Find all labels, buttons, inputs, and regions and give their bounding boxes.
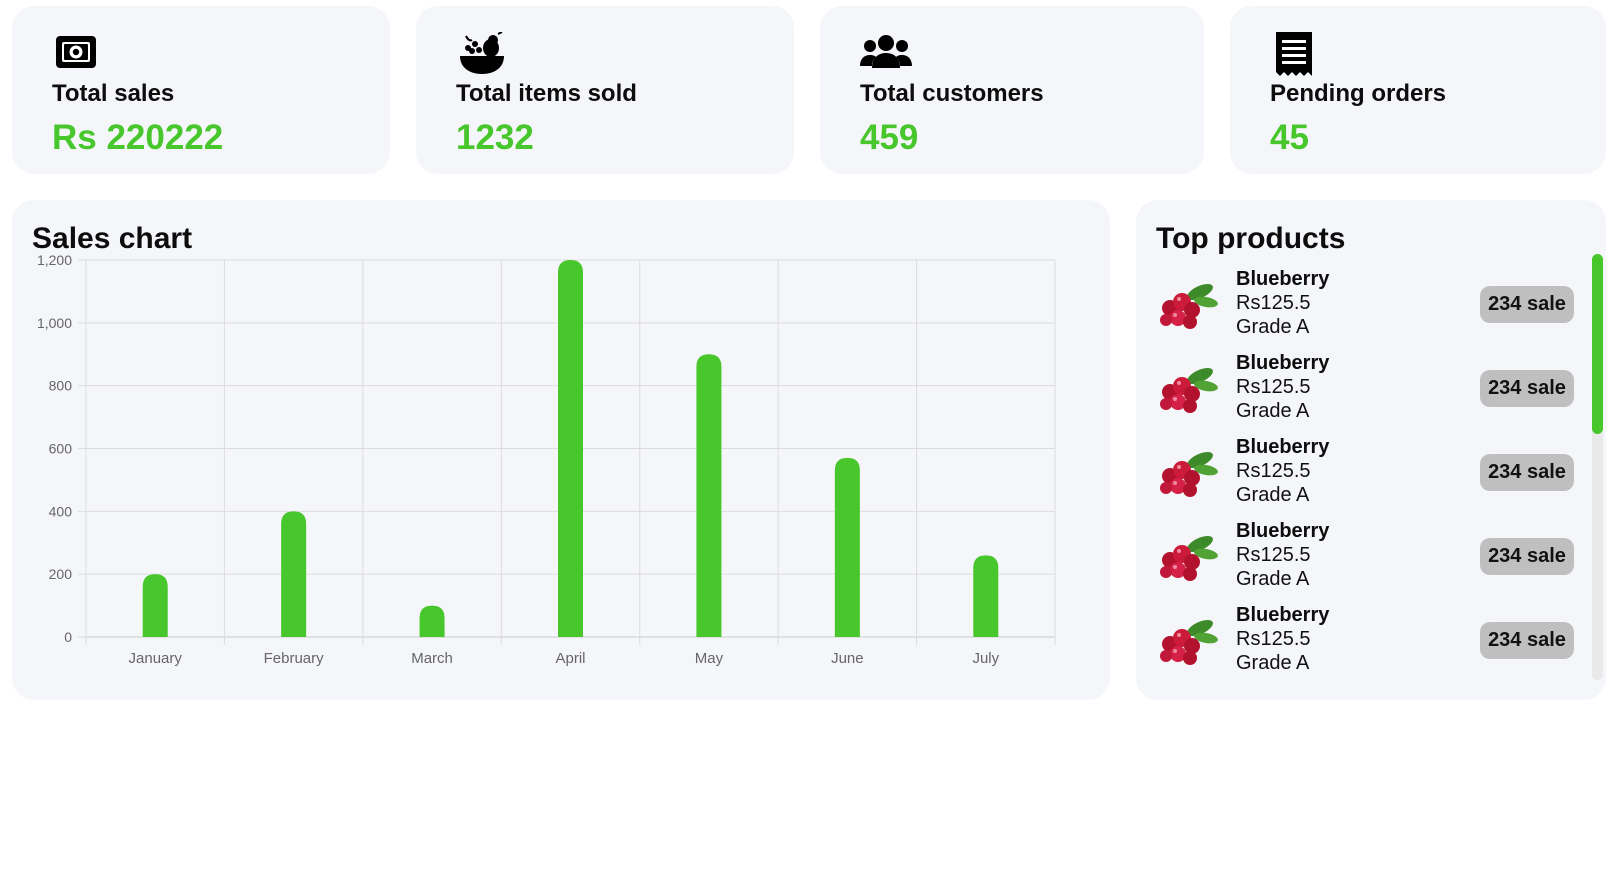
- bar: [281, 511, 307, 637]
- product-name: Blueberry: [1236, 436, 1330, 458]
- product-grade: Grade A: [1236, 400, 1310, 422]
- product-list-scrollbar[interactable]: [1592, 254, 1603, 680]
- product-price: Rs125.5: [1236, 628, 1311, 650]
- stat-card-total-items-sold: Total items sold 1232: [416, 6, 794, 174]
- receipt-icon: [1274, 32, 1322, 76]
- stat-label: Total items sold: [456, 80, 637, 107]
- x-tick-label: February: [264, 650, 325, 667]
- sales-bar-chart: 0 200 400 600 800 1,000 1,200 January February Ma…: [37, 252, 1056, 667]
- stat-value: 459: [860, 118, 919, 157]
- fruit-bowl-icon: [458, 31, 506, 76]
- sales-badge: 234 sale: [1480, 454, 1574, 491]
- y-tick-label: 1,000: [37, 315, 72, 331]
- sales-chart-panel: Sales chart 0 200 400 600 800 1,000 1,200 Janua…: [12, 200, 1110, 700]
- money-icon: [54, 32, 102, 76]
- product-price: Rs125.5: [1236, 376, 1311, 398]
- product-list[interactable]: Blueberry Rs125.5 Grade A 234 sale Blueb…: [1136, 266, 1576, 886]
- product-item[interactable]: Blueberry Rs125.5 Grade A 234 sale: [1136, 434, 1576, 514]
- x-tick-label: June: [831, 650, 864, 667]
- stat-card-total-customers: Total customers 459: [820, 6, 1204, 174]
- y-tick-label: 600: [49, 441, 73, 457]
- sales-badge: 234 sale: [1480, 622, 1574, 659]
- product-grade: Grade A: [1236, 652, 1310, 674]
- x-tick-label: March: [411, 650, 453, 667]
- y-tick-label: 1,200: [37, 252, 72, 268]
- stat-value: 45: [1270, 118, 1309, 157]
- top-products-title: Top products: [1156, 222, 1346, 255]
- x-tick-label: May: [695, 650, 724, 667]
- bar: [696, 354, 722, 637]
- x-tick-label: January: [129, 650, 183, 667]
- cranberry-image: [1156, 446, 1218, 500]
- sales-chart-title: Sales chart: [32, 222, 193, 255]
- stat-label: Pending orders: [1270, 80, 1447, 107]
- y-tick-label: 200: [49, 566, 73, 582]
- y-tick-label: 400: [49, 503, 73, 519]
- bar: [558, 260, 583, 637]
- sales-badge: 234 sale: [1480, 538, 1574, 575]
- stat-card-total-sales: Total sales Rs 220222: [12, 6, 390, 174]
- product-name: Blueberry: [1236, 604, 1330, 626]
- top-products-panel: Top products Blueberry Rs125.5 Grade A 2…: [1136, 200, 1606, 700]
- stat-label: Total customers: [860, 80, 1044, 107]
- bar: [142, 574, 168, 637]
- product-item[interactable]: Blueberry Rs125.5 Grade A 234 sale: [1136, 266, 1576, 346]
- bar: [834, 457, 860, 637]
- x-tick-label: April: [555, 650, 585, 667]
- bar: [973, 555, 999, 637]
- users-icon: [860, 32, 912, 76]
- product-item[interactable]: Blueberry Rs125.5 Grade A 234 sale: [1136, 518, 1576, 598]
- sales-badge: 234 sale: [1480, 370, 1574, 407]
- stat-card-pending-orders: Pending orders 45: [1230, 6, 1606, 174]
- product-item[interactable]: Blueberry Rs125.5 Grade A 234 sale: [1136, 602, 1576, 682]
- product-price: Rs125.5: [1236, 460, 1311, 482]
- product-price: Rs125.5: [1236, 292, 1311, 314]
- product-name: Blueberry: [1236, 520, 1330, 542]
- cranberry-image: [1156, 530, 1218, 584]
- product-grade: Grade A: [1236, 568, 1310, 590]
- y-tick-label: 0: [64, 629, 72, 645]
- product-name: Blueberry: [1236, 352, 1330, 374]
- scrollbar-thumb[interactable]: [1592, 254, 1603, 434]
- stat-label: Total sales: [52, 80, 175, 107]
- cranberry-image: [1156, 362, 1218, 416]
- product-price: Rs125.5: [1236, 544, 1311, 566]
- y-tick-label: 800: [49, 378, 73, 394]
- stat-value: 1232: [456, 118, 534, 157]
- x-tick-label: July: [972, 650, 999, 667]
- product-grade: Grade A: [1236, 484, 1310, 506]
- cranberry-image: [1156, 614, 1218, 668]
- product-item[interactable]: Blueberry Rs125.5 Grade A 234 sale: [1136, 350, 1576, 430]
- stat-value: Rs 220222: [52, 118, 224, 157]
- cranberry-image: [1156, 278, 1218, 332]
- bar: [419, 605, 445, 637]
- product-name: Blueberry: [1236, 268, 1330, 290]
- sales-badge: 234 sale: [1480, 286, 1574, 323]
- product-grade: Grade A: [1236, 316, 1310, 338]
